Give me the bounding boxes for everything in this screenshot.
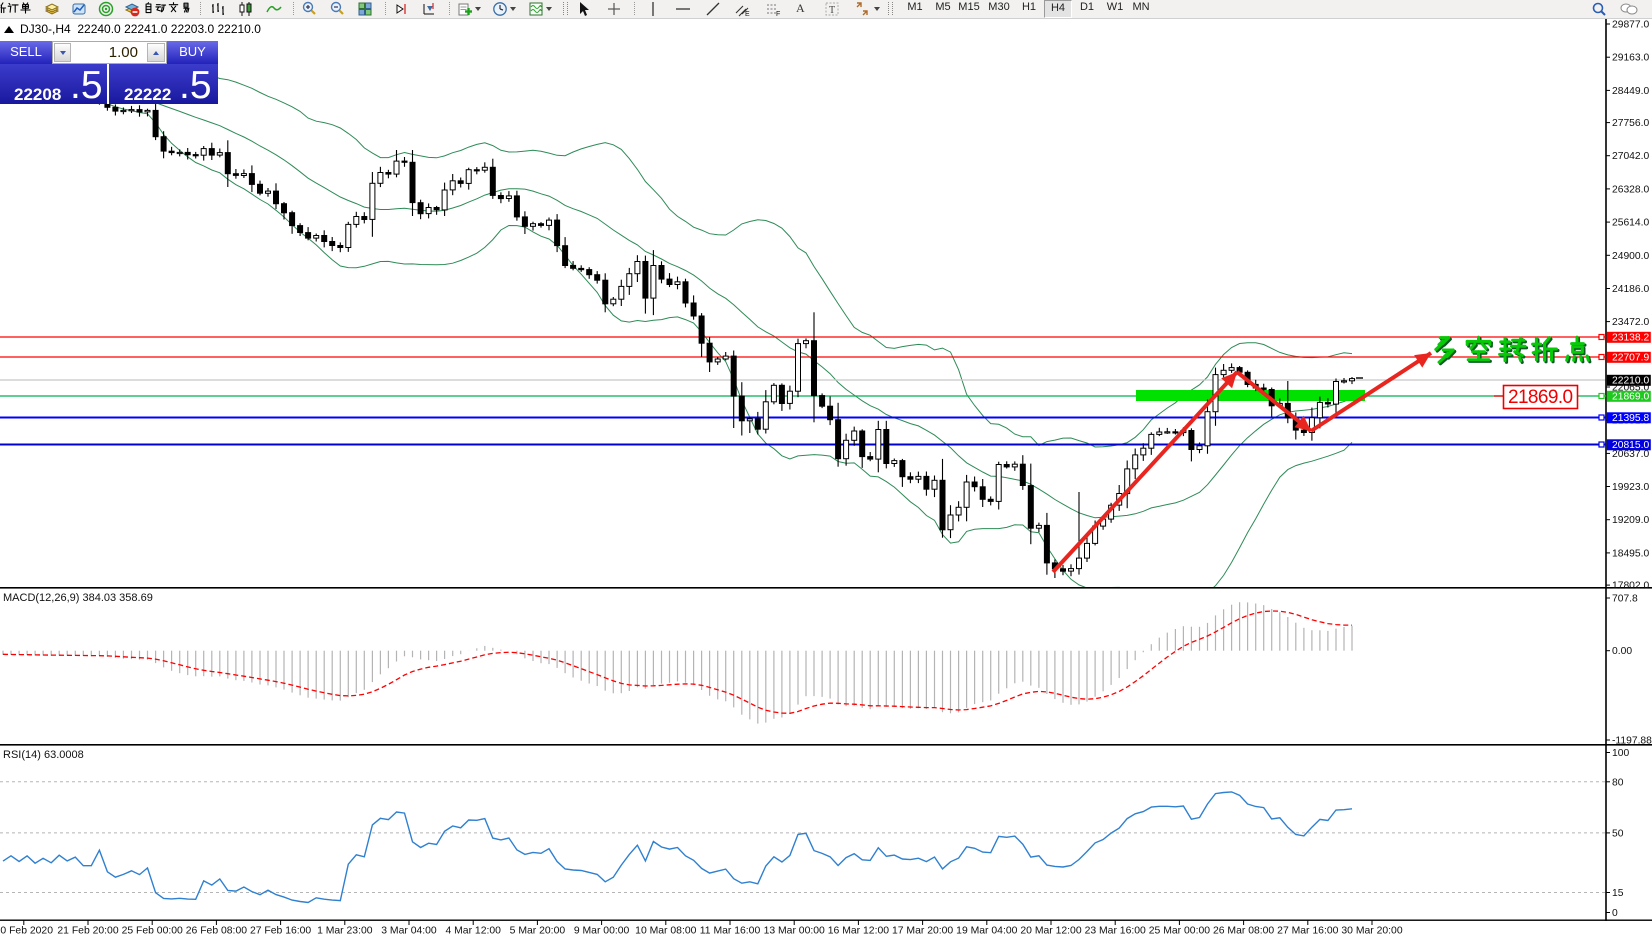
svg-text:20 Mar 12:00: 20 Mar 12:00 bbox=[1020, 926, 1081, 937]
svg-text:11 Mar 16:00: 11 Mar 16:00 bbox=[700, 926, 761, 937]
svg-text:-1197.88: -1197.88 bbox=[1612, 736, 1652, 747]
svg-text:100: 100 bbox=[1612, 748, 1629, 759]
svg-text:22210.0: 22210.0 bbox=[1612, 376, 1649, 387]
svg-text:21869.0: 21869.0 bbox=[1508, 387, 1573, 408]
svg-text:19209.0: 19209.0 bbox=[1612, 515, 1649, 526]
svg-text:21869.0: 21869.0 bbox=[1612, 392, 1649, 403]
svg-text:24186.0: 24186.0 bbox=[1612, 284, 1649, 295]
svg-text:20637.0: 20637.0 bbox=[1612, 449, 1649, 460]
svg-text:16 Mar 12:00: 16 Mar 12:00 bbox=[828, 926, 889, 937]
svg-text:27042.0: 27042.0 bbox=[1612, 151, 1649, 162]
svg-text:27 Feb 16:00: 27 Feb 16:00 bbox=[250, 926, 311, 937]
svg-text:19923.0: 19923.0 bbox=[1612, 482, 1649, 493]
svg-text:21 Feb 20:00: 21 Feb 20:00 bbox=[57, 926, 118, 937]
svg-text:13 Mar 00:00: 13 Mar 00:00 bbox=[764, 926, 825, 937]
svg-text:707.8: 707.8 bbox=[1612, 594, 1638, 605]
svg-text:T: T bbox=[829, 5, 835, 16]
svg-text:26 Feb 08:00: 26 Feb 08:00 bbox=[186, 926, 247, 937]
svg-text:50: 50 bbox=[1612, 828, 1624, 839]
svg-text:26328.0: 26328.0 bbox=[1612, 184, 1649, 195]
svg-text:3 Mar 04:00: 3 Mar 04:00 bbox=[381, 926, 437, 937]
svg-text:0: 0 bbox=[1612, 908, 1618, 919]
svg-text:RSI(14) 63.0008: RSI(14) 63.0008 bbox=[3, 749, 84, 761]
svg-text:MACD(12,26,9) 384.03 358.69: MACD(12,26,9) 384.03 358.69 bbox=[3, 592, 153, 604]
svg-text:23138.2: 23138.2 bbox=[1612, 333, 1649, 344]
svg-text:22707.9: 22707.9 bbox=[1612, 353, 1649, 364]
svg-text:27756.0: 27756.0 bbox=[1612, 118, 1649, 129]
svg-text:19 Mar 04:00: 19 Mar 04:00 bbox=[956, 926, 1017, 937]
svg-text:9 Mar 00:00: 9 Mar 00:00 bbox=[574, 926, 630, 937]
svg-text:15: 15 bbox=[1612, 888, 1624, 899]
svg-text:26 Mar 08:00: 26 Mar 08:00 bbox=[1213, 926, 1274, 937]
svg-text:25614.0: 25614.0 bbox=[1612, 218, 1649, 229]
svg-text:23472.0: 23472.0 bbox=[1612, 317, 1649, 328]
svg-text:29163.0: 29163.0 bbox=[1612, 53, 1649, 64]
svg-text:17802.0: 17802.0 bbox=[1612, 581, 1649, 592]
svg-text:27 Mar 16:00: 27 Mar 16:00 bbox=[1277, 926, 1338, 937]
svg-text:0.00: 0.00 bbox=[1612, 646, 1632, 657]
svg-text:1 Mar 23:00: 1 Mar 23:00 bbox=[317, 926, 373, 937]
svg-text:23 Mar 16:00: 23 Mar 16:00 bbox=[1085, 926, 1146, 937]
svg-text:F: F bbox=[776, 11, 780, 17]
svg-text:E: E bbox=[745, 11, 750, 17]
svg-text:18495.0: 18495.0 bbox=[1612, 548, 1649, 559]
svg-text:25 Feb 00:00: 25 Feb 00:00 bbox=[122, 926, 183, 937]
svg-text:22065.0: 22065.0 bbox=[1612, 383, 1649, 394]
svg-text:20 Feb 2020: 20 Feb 2020 bbox=[0, 926, 53, 937]
svg-text:29877.0: 29877.0 bbox=[1612, 20, 1649, 31]
svg-text:28449.0: 28449.0 bbox=[1612, 86, 1649, 97]
svg-text:21395.8: 21395.8 bbox=[1612, 413, 1649, 424]
svg-text:17 Mar 20:00: 17 Mar 20:00 bbox=[892, 926, 953, 937]
svg-text:30 Mar 20:00: 30 Mar 20:00 bbox=[1341, 926, 1402, 937]
svg-text:24900.0: 24900.0 bbox=[1612, 251, 1649, 262]
svg-text:20815.0: 20815.0 bbox=[1612, 440, 1649, 451]
svg-text:80: 80 bbox=[1612, 777, 1624, 788]
svg-text:10 Mar 08:00: 10 Mar 08:00 bbox=[635, 926, 696, 937]
svg-text:25 Mar 00:00: 25 Mar 00:00 bbox=[1149, 926, 1210, 937]
svg-text:5 Mar 20:00: 5 Mar 20:00 bbox=[510, 926, 566, 937]
svg-text:4 Mar 12:00: 4 Mar 12:00 bbox=[445, 926, 501, 937]
